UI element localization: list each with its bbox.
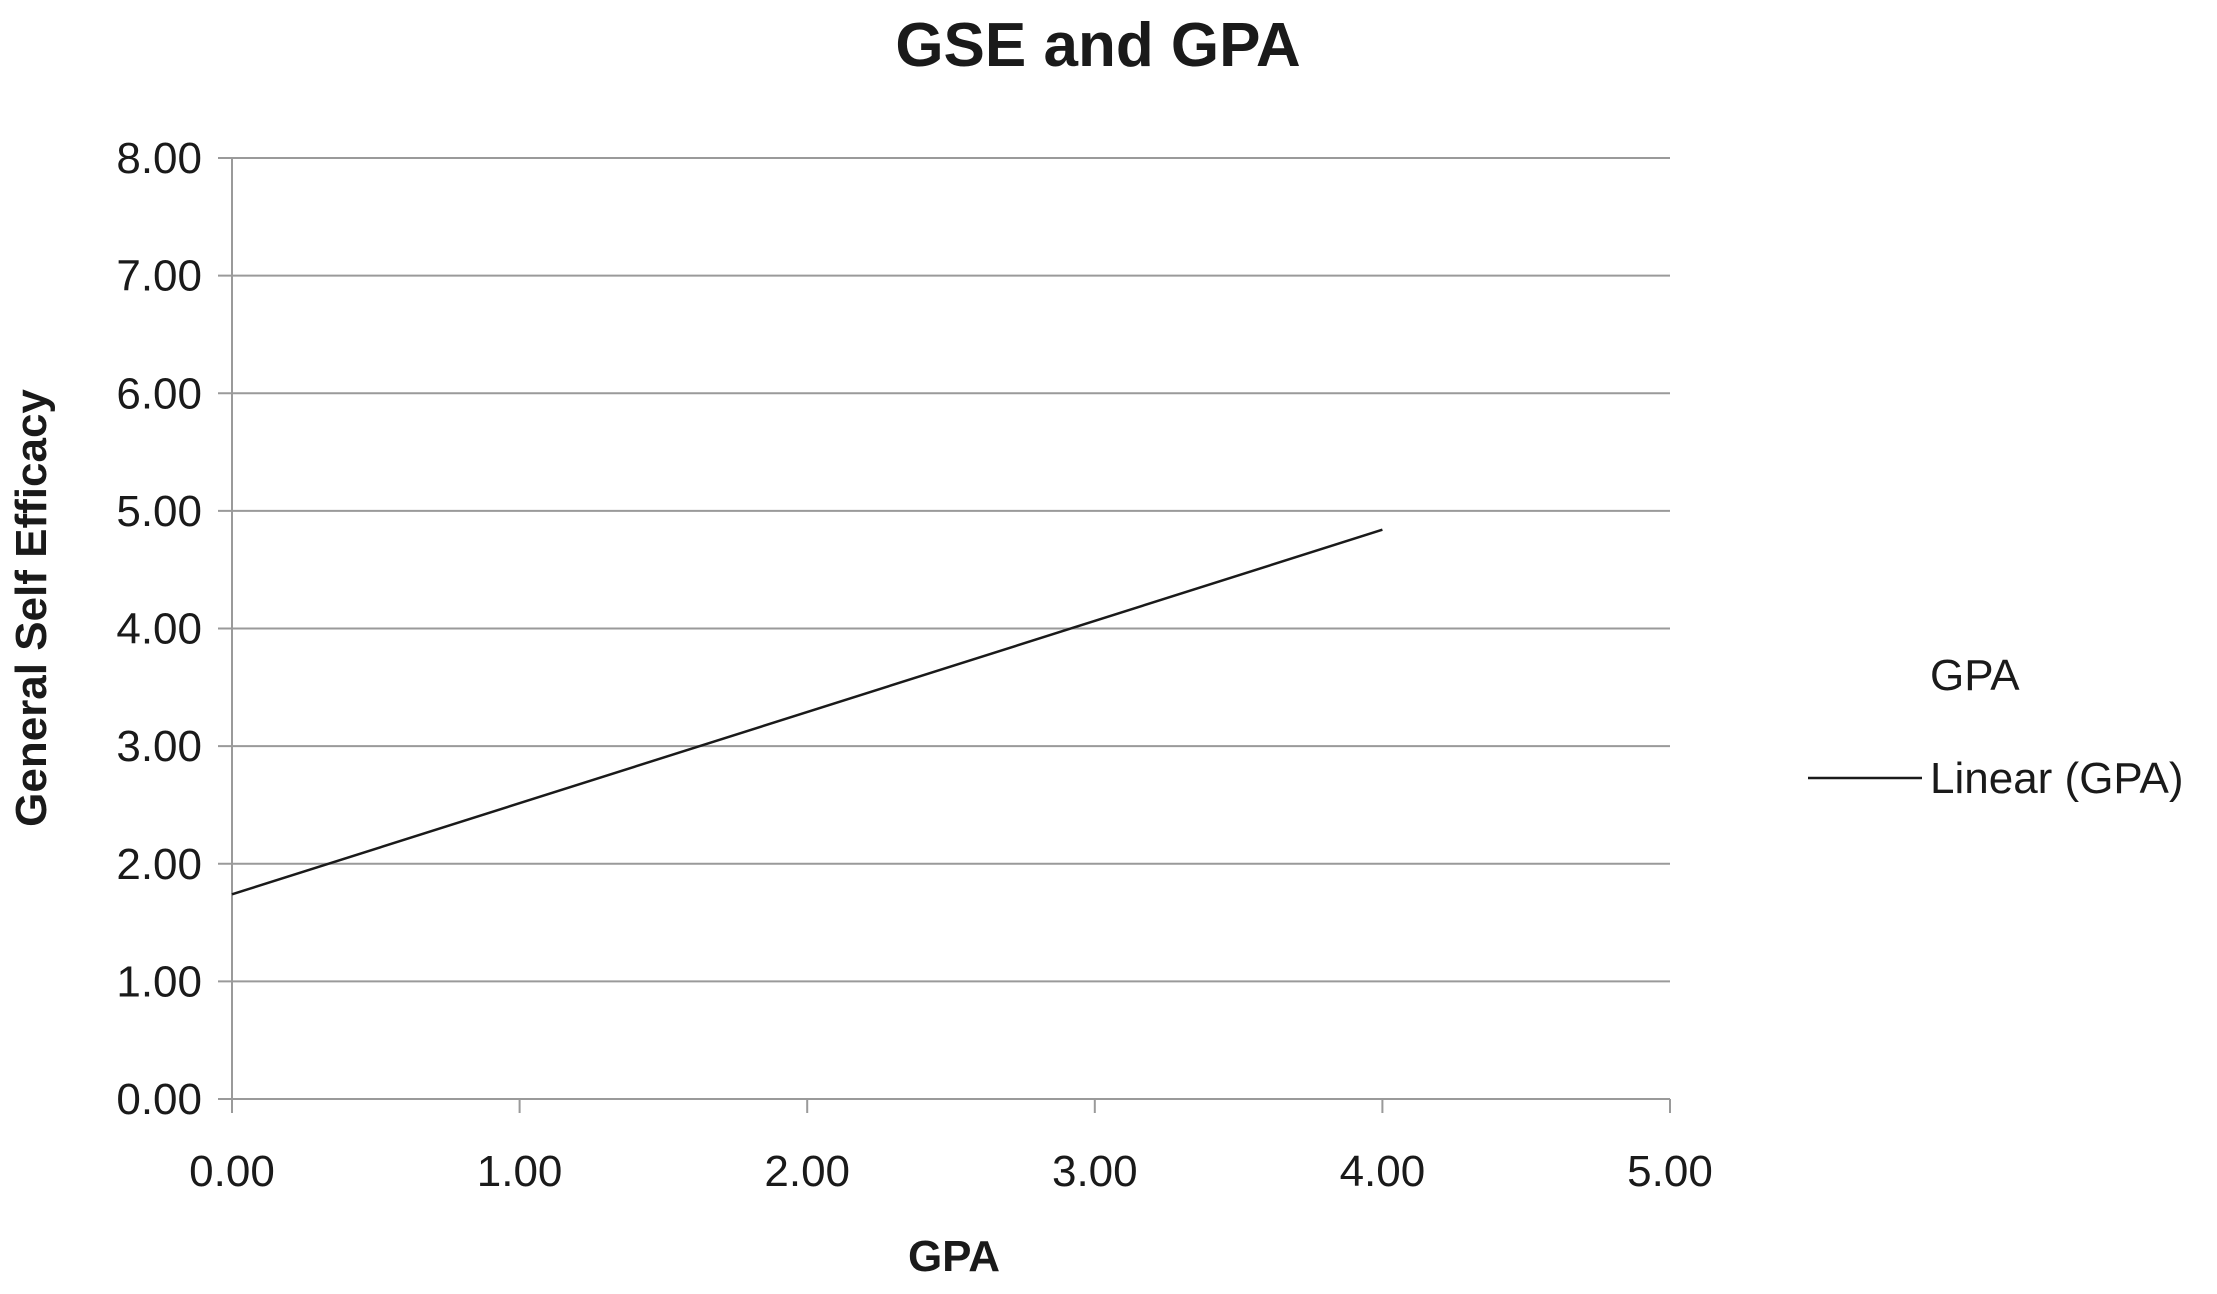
y-tick-label: 3.00 — [116, 722, 202, 771]
x-axis-title: GPA — [908, 1232, 1000, 1281]
y-tick-label: 6.00 — [116, 369, 202, 418]
axes — [218, 157, 1671, 1113]
legend: GPA Linear (GPA) — [1808, 651, 2184, 803]
legend-entry-linear-gpa: Linear (GPA) — [1930, 754, 2184, 803]
series-layer — [231, 528, 1383, 896]
series-line-linear-gpa — [231, 528, 1383, 896]
y-tick-label: 2.00 — [116, 840, 202, 889]
x-axis-tick-labels: 0.00 1.00 2.00 3.00 4.00 5.00 — [189, 1147, 1713, 1196]
legend-entry-gpa: GPA — [1930, 651, 2020, 700]
x-tick-label: 3.00 — [1052, 1147, 1138, 1196]
x-tick-label: 1.00 — [477, 1147, 563, 1196]
x-tick-label: 2.00 — [764, 1147, 850, 1196]
y-tick-label: 8.00 — [116, 134, 202, 183]
y-axis-tick-labels: 0.00 1.00 2.00 3.00 4.00 5.00 6.00 7.00 8.00 — [116, 134, 202, 1124]
x-tick-label: 4.00 — [1340, 1147, 1426, 1196]
chart-title: GSE and GPA — [895, 11, 1300, 80]
gridlines — [232, 157, 1670, 983]
y-tick-label: 5.00 — [116, 487, 202, 536]
y-tick-label: 7.00 — [116, 252, 202, 301]
y-axis-title: General Self Efficacy — [7, 389, 56, 827]
x-tick-label: 0.00 — [189, 1147, 275, 1196]
x-tick-label: 5.00 — [1627, 1147, 1713, 1196]
y-tick-label: 4.00 — [116, 605, 202, 654]
y-tick-label: 1.00 — [116, 957, 202, 1006]
y-tick-label: 0.00 — [116, 1075, 202, 1124]
